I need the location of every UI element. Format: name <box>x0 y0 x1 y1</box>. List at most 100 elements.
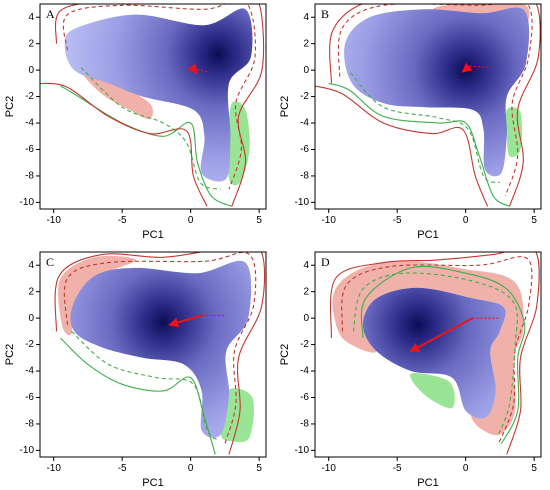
reference-arrow <box>469 65 491 69</box>
y-tick-label: 0 <box>28 313 34 324</box>
x-tick-label: 5 <box>531 215 537 226</box>
y-tick-label: -2 <box>25 339 34 350</box>
y-tick-label: -6 <box>300 392 309 403</box>
y-tick-label: -4 <box>25 118 34 129</box>
y-tick-label: -8 <box>25 419 34 430</box>
y-tick-label: -6 <box>25 144 34 155</box>
y-tick-label: 4 <box>303 260 309 271</box>
x-tick-label: 0 <box>463 215 469 226</box>
green-density-region <box>220 388 255 443</box>
plot-area <box>315 4 541 207</box>
x-tick-label: -5 <box>118 463 127 474</box>
contour-line-3 <box>60 85 233 207</box>
y-tick-label: 0 <box>303 313 309 324</box>
y-tick-label: -4 <box>25 366 34 377</box>
plot-area <box>54 252 266 455</box>
x-tick-label: -10 <box>321 215 336 226</box>
plot-frame <box>314 3 542 210</box>
y-tick-label: 2 <box>28 38 34 49</box>
panel-label: D <box>321 255 330 269</box>
panel-c: C -10 -5 0 5 -10 -8 -6 -4 -2 0 2 4 PC1 PC2 <box>4 251 267 489</box>
y-tick-label: -8 <box>300 171 309 182</box>
y-tick-label: -10 <box>295 445 310 456</box>
y-tick-label: -6 <box>300 144 309 155</box>
y-tick-label: -8 <box>25 171 34 182</box>
red-density-region <box>80 69 154 120</box>
y-tick-label: 2 <box>28 286 34 297</box>
y-tick-label: -2 <box>25 91 34 102</box>
green-density-region <box>410 373 455 409</box>
y-tick-label: 4 <box>303 12 309 23</box>
contour-line-2 <box>337 4 533 196</box>
contour-line-1 <box>329 252 540 455</box>
y-tick-label: -2 <box>300 91 309 102</box>
contour-line-1 <box>329 4 541 207</box>
x-tick-label: -10 <box>321 463 336 474</box>
blue-density-core <box>70 260 252 438</box>
y-tick-label: -10 <box>20 197 35 208</box>
y-tick-label: -10 <box>295 197 310 208</box>
plot-frame <box>39 251 267 458</box>
x-axis-label: PC1 <box>417 477 438 489</box>
contour-line-2 <box>62 4 256 190</box>
y-tick-label: 2 <box>303 286 309 297</box>
y-tick-label: 4 <box>28 260 34 271</box>
y-tick-label: 0 <box>28 65 34 76</box>
contour-line-3 <box>360 265 526 445</box>
plot-frame <box>314 251 542 458</box>
contour-line-2 <box>341 256 533 445</box>
panel-b: B -10 -5 0 5 -10 -8 -6 -4 -2 0 2 4 PC1 PC2 <box>279 3 542 241</box>
contour-line-2 <box>63 252 257 444</box>
x-tick-label: -5 <box>393 463 402 474</box>
contour-line-5 <box>80 67 221 190</box>
y-axis-label: PC2 <box>4 96 16 117</box>
x-tick-label: -5 <box>393 215 402 226</box>
contour-line-5 <box>350 72 501 184</box>
y-tick-label: -2 <box>300 339 309 350</box>
contour-line-4 <box>315 85 489 207</box>
x-tick-label: 5 <box>256 463 262 474</box>
contour-line-4 <box>352 272 518 435</box>
y-axis-label: PC2 <box>279 344 291 365</box>
contour-line-3 <box>60 337 216 455</box>
x-tick-label: 0 <box>188 215 194 226</box>
y-tick-label: -6 <box>25 392 34 403</box>
x-tick-label: 0 <box>188 463 194 474</box>
x-axis-label: PC1 <box>142 229 163 241</box>
shift-arrow <box>187 63 198 75</box>
shift-arrow <box>168 314 202 328</box>
panel-a: A -10 -5 0 5 -10 -8 -6 -4 -2 0 2 4 PC1 PC2 <box>4 3 267 241</box>
green-density-region <box>228 101 250 186</box>
blue-density-core <box>344 7 530 177</box>
y-axis-label: PC2 <box>4 344 16 365</box>
x-axis-label: PC1 <box>417 229 438 241</box>
plot-frame <box>39 3 267 210</box>
x-tick-label: -10 <box>46 463 61 474</box>
y-tick-label: 0 <box>303 65 309 76</box>
panel-d: D -10 -5 0 5 -10 -8 -6 -4 -2 0 2 4 PC1 PC2 <box>279 251 542 489</box>
x-tick-label: -5 <box>118 215 127 226</box>
x-tick-label: 5 <box>531 463 537 474</box>
y-tick-label: -4 <box>300 118 309 129</box>
blue-density-core <box>64 8 253 182</box>
x-tick-label: 5 <box>256 215 262 226</box>
panel-label: C <box>46 255 54 269</box>
y-axis-label: PC2 <box>279 96 291 117</box>
panel-label: A <box>46 7 55 21</box>
y-tick-label: 2 <box>303 38 309 49</box>
x-tick-label: 0 <box>463 463 469 474</box>
y-tick-label: -8 <box>300 419 309 430</box>
x-axis-label: PC1 <box>142 477 163 489</box>
red-density-region <box>332 261 524 436</box>
y-tick-label: 4 <box>28 12 34 23</box>
shift-arrow <box>461 62 473 73</box>
shift-arrow <box>409 317 473 353</box>
contour-line-1 <box>54 252 266 455</box>
x-tick-label: -10 <box>46 215 61 226</box>
contour-line-4 <box>40 82 208 207</box>
plot-area <box>329 252 540 455</box>
y-tick-label: -10 <box>20 445 35 456</box>
contour-line-4 <box>71 330 219 441</box>
y-tick-label: -4 <box>300 366 309 377</box>
